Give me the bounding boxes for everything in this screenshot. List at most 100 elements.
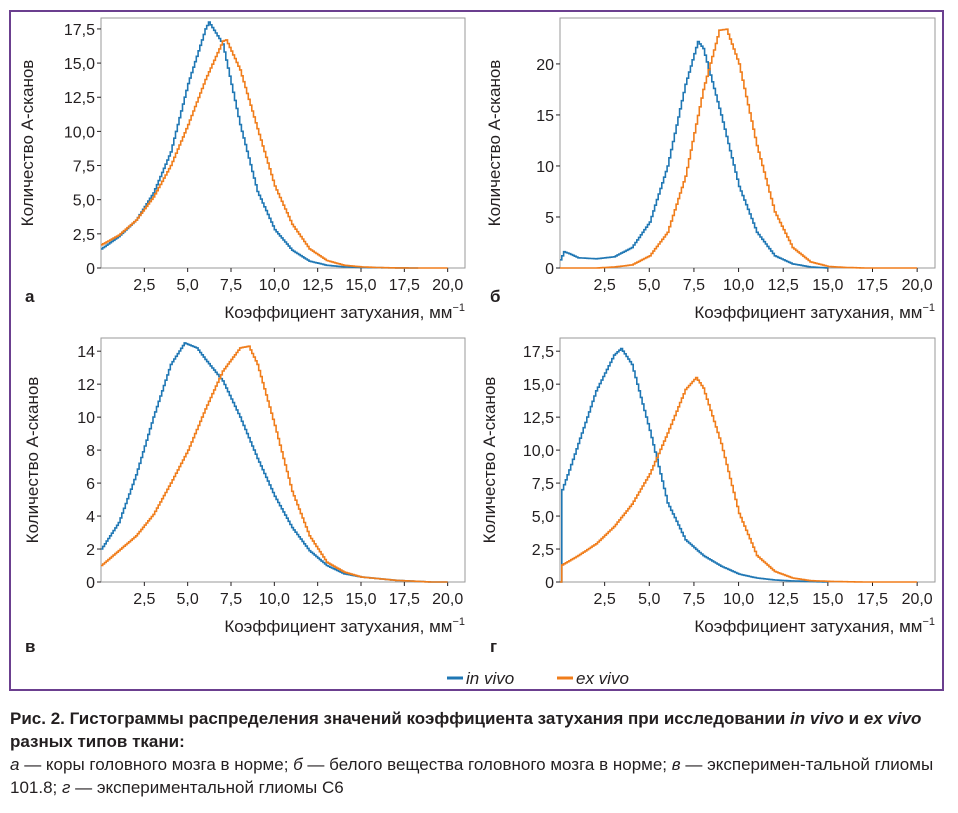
x-tick-label: 12,5 <box>302 277 333 294</box>
x-tick-label: 20,0 <box>902 277 933 294</box>
caption-text-g: — экспериментальной глиомы C6 <box>70 778 344 797</box>
x-tick-label: 15,0 <box>345 277 376 294</box>
x-tick-label: 17,5 <box>389 277 420 294</box>
y-tick-label: 8 <box>86 443 95 460</box>
panel-letter: в <box>25 637 35 656</box>
caption-title-prefix: Рис. 2. Гистограммы распределения значен… <box>10 709 790 728</box>
x-tick-label: 2,5 <box>594 591 616 608</box>
y-tick-label: 15,0 <box>64 56 95 73</box>
caption-and: и <box>843 709 864 728</box>
x-tick-label: 5,0 <box>177 277 199 294</box>
y-tick-label: 0 <box>86 261 95 278</box>
series-line-in-vivo <box>101 342 448 583</box>
series-line-ex-vivo <box>560 28 918 269</box>
figure-canvas: 0 2,5 5,0 7,5 10,0 12,5 15,0 17,5 2,5 5,0 7,5 10,0 1… <box>18 17 936 688</box>
x-tick-label: 15,0 <box>812 591 843 608</box>
series-line-ex-vivo <box>560 376 918 583</box>
y-tick-label: 2 <box>86 542 95 559</box>
caption-ex-vivo: ex vivo <box>863 709 922 728</box>
x-tick-label: 7,5 <box>683 277 705 294</box>
figure-frame <box>9 10 944 691</box>
y-tick-label: 12,5 <box>64 90 95 107</box>
y-tick-label: 6 <box>86 476 95 493</box>
panel-letter: г <box>490 637 497 656</box>
panel-2: 0 5 10 15 20 2,5 5,0 7,5 10,0 12,5 15,0 17,5 20,0 Коэ… <box>485 17 936 322</box>
y-axis-title: Количество A-сканов <box>480 377 499 544</box>
caption-text-a: — коры головного мозга в норме; <box>19 755 294 774</box>
caption-text-b: — белого вещества головного мозга в норм… <box>302 755 672 774</box>
x-tick-label: 7,5 <box>220 591 242 608</box>
y-tick-label: 17,5 <box>523 344 554 361</box>
x-tick-label: 7,5 <box>220 277 242 294</box>
y-tick-label: 0 <box>545 261 554 278</box>
figure-caption: Рис. 2. Гистограммы распределения значен… <box>10 707 948 799</box>
x-tick-label: 12,5 <box>302 591 333 608</box>
x-axis-title: Коэффициент затухания, мм−1 <box>694 616 935 636</box>
y-tick-label: 10,0 <box>523 443 554 460</box>
x-tick-label: 2,5 <box>594 277 616 294</box>
y-tick-label: 2,5 <box>532 542 554 559</box>
y-tick-label: 17,5 <box>64 22 95 39</box>
x-tick-label: 2,5 <box>133 591 155 608</box>
series-line-ex-vivo <box>101 39 448 269</box>
panel-4: 0 2,5 5,0 7,5 10,0 12,5 15,0 17,5 2,5 5,0 7,5 10,0 1… <box>480 337 936 656</box>
y-tick-label: 15,0 <box>523 377 554 394</box>
y-axis-title: Количество A-сканов <box>18 60 37 227</box>
caption-text-v: — эксперимен-тальной глиомы 101.8; <box>10 755 934 797</box>
legend: in vivo ex vivo <box>447 669 629 688</box>
y-tick-label: 10,0 <box>64 124 95 141</box>
y-tick-label: 7,5 <box>532 476 554 493</box>
caption-in-vivo: in vivo <box>790 709 844 728</box>
y-tick-label: 2,5 <box>73 227 95 244</box>
y-tick-label: 10 <box>536 159 554 176</box>
panel-1: 0 2,5 5,0 7,5 10,0 12,5 15,0 17,5 2,5 5,0 7,5 10,0 1… <box>18 17 466 322</box>
x-tick-label: 10,0 <box>723 591 754 608</box>
plot-area <box>100 337 466 583</box>
y-tick-label: 14 <box>77 344 95 361</box>
y-tick-label: 5,0 <box>532 509 554 526</box>
series-line-ex-vivo <box>101 345 448 583</box>
x-tick-label: 5,0 <box>638 591 660 608</box>
x-axis-title-unit-power: −1 <box>452 616 465 628</box>
x-tick-label: 17,5 <box>389 591 420 608</box>
series-line-in-vivo <box>101 21 419 269</box>
y-axis-title: Количество A-сканов <box>23 377 42 544</box>
x-tick-label: 5,0 <box>177 591 199 608</box>
y-tick-label: 10 <box>77 410 95 427</box>
y-tick-label: 20 <box>536 57 554 74</box>
caption-letter-g: г <box>62 778 71 797</box>
x-tick-label: 20,0 <box>432 277 463 294</box>
caption-title: Рис. 2. Гистограммы распределения значен… <box>10 707 948 753</box>
series-line-in-vivo <box>560 40 829 269</box>
plot-area <box>100 17 466 269</box>
plot-area <box>559 337 936 583</box>
x-tick-label: 20,0 <box>432 591 463 608</box>
y-tick-label: 12,5 <box>523 410 554 427</box>
x-axis-title-unit-power: −1 <box>452 302 465 314</box>
x-tick-label: 17,5 <box>857 277 888 294</box>
x-tick-label: 2,5 <box>133 277 155 294</box>
series-line-in-vivo <box>560 347 828 583</box>
plot-area <box>559 17 936 269</box>
legend-label-ex-vivo: ex vivo <box>576 669 629 688</box>
x-tick-label: 12,5 <box>768 591 799 608</box>
y-axis-title: Количество A-сканов <box>485 60 504 227</box>
y-tick-label: 0 <box>86 575 95 592</box>
panel-letter: б <box>490 287 501 306</box>
y-tick-label: 5,0 <box>73 193 95 210</box>
x-tick-label: 15,0 <box>345 591 376 608</box>
x-axis-title: Коэффициент затухания, мм−1 <box>224 302 465 322</box>
x-tick-label: 20,0 <box>902 591 933 608</box>
x-tick-label: 10,0 <box>259 591 290 608</box>
panel-3: 0 2 4 6 8 10 12 14 2,5 5,0 7,5 10,0 12,5 15,0 17,5 20,0… <box>23 337 466 656</box>
x-tick-label: 12,5 <box>768 277 799 294</box>
caption-body: а — коры головного мозга в норме; б — бе… <box>10 753 948 799</box>
x-tick-label: 15,0 <box>812 277 843 294</box>
x-tick-label: 7,5 <box>683 591 705 608</box>
panel-letter: а <box>25 287 35 306</box>
y-tick-label: 7,5 <box>73 159 95 176</box>
caption-letter-a: а <box>10 755 20 774</box>
caption-letter-v: в <box>671 755 681 774</box>
x-tick-label: 10,0 <box>259 277 290 294</box>
y-tick-label: 12 <box>77 377 95 394</box>
